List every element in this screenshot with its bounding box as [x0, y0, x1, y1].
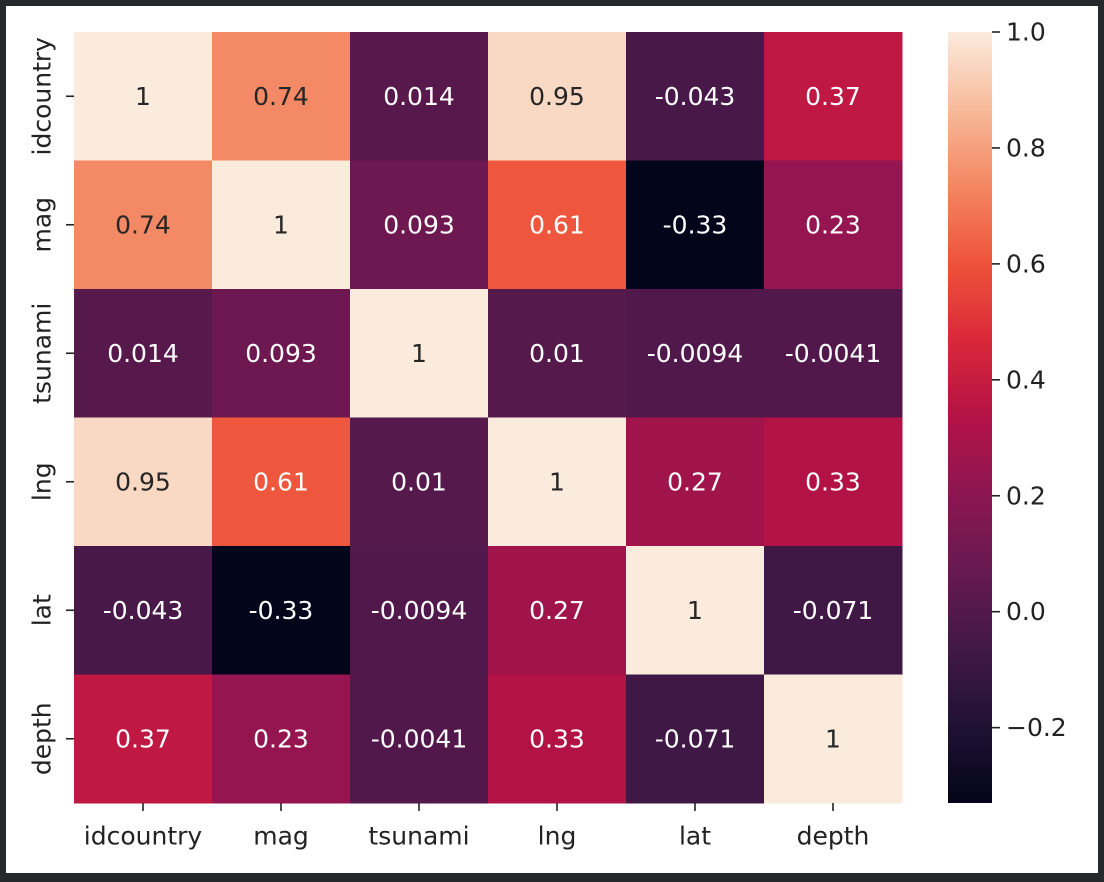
heatmap-cell: [488, 289, 627, 418]
heatmap-cell: [212, 546, 351, 675]
cell-annotation: 0.61: [529, 210, 585, 239]
cell-annotation: 0.37: [805, 82, 861, 111]
colorbar-tick-label: −0.2: [1006, 713, 1067, 742]
heatmap-cell: [74, 674, 213, 804]
cell-annotation: 1: [411, 339, 427, 368]
cell-annotation: 0.014: [107, 339, 179, 368]
heatmap-cell: [488, 160, 627, 290]
x-tick-label: tsunami: [368, 822, 469, 851]
cell-annotation: 0.95: [115, 467, 171, 496]
heatmap-cell: [74, 289, 213, 418]
heatmap-cell: [350, 417, 489, 547]
colorbar-tick-label: 0.6: [1006, 249, 1046, 278]
cell-annotation: -0.0041: [371, 724, 468, 753]
heatmap-cell: [350, 32, 489, 161]
heatmap-cell: [764, 32, 903, 161]
heatmap-cell: [212, 289, 351, 418]
cell-annotation: 1: [825, 724, 841, 753]
heatmap-cell: [350, 546, 489, 675]
heatmap-cell: [764, 417, 903, 547]
heatmap-cell: [212, 674, 351, 804]
cell-annotation: 0.74: [253, 82, 309, 111]
cell-annotation: 1: [273, 210, 289, 239]
x-axis: idcountry mag tsunami lng lat depth: [84, 803, 870, 851]
y-tick-label: depth: [28, 702, 57, 775]
heatmap-cell: [626, 546, 765, 675]
cell-annotation: 1: [687, 596, 703, 625]
cell-annotation: -0.0094: [647, 339, 744, 368]
heatmap-cell: [764, 160, 903, 290]
cell-annotation: 0.093: [245, 339, 317, 368]
cell-annotation: 1: [549, 467, 565, 496]
x-tick-label: depth: [797, 822, 870, 851]
cell-annotation: 0.27: [667, 467, 723, 496]
heatmap-cell: [764, 289, 903, 418]
heatmap-cell: [488, 674, 627, 804]
x-tick-label: lng: [538, 822, 577, 851]
heatmap-cell: [488, 32, 627, 161]
colorbar-tick-label: 0.8: [1006, 133, 1046, 162]
y-tick-label: lat: [28, 594, 57, 626]
heatmap-cell: [626, 674, 765, 804]
cell-annotation: 0.093: [383, 210, 455, 239]
heatmap-cell: [74, 546, 213, 675]
heatmap-cell: [74, 417, 213, 547]
cell-annotation: 0.27: [529, 596, 585, 625]
cell-annotation: 0.01: [391, 467, 447, 496]
heatmap-cells: 1 0.74 0.014 0.95 -0.043 0.37 0.74 1 0.093 0.61 -0…: [74, 32, 903, 804]
cell-annotation: -0.043: [655, 82, 736, 111]
y-axis: idcountry mag tsunami lng lat depth: [28, 37, 74, 775]
cell-annotation: 1: [135, 82, 151, 111]
cell-annotation: 0.74: [115, 210, 171, 239]
heatmap-cell: [626, 289, 765, 418]
cell-annotation: -0.071: [655, 724, 736, 753]
cell-annotation: 0.95: [529, 82, 585, 111]
heatmap-cell: [350, 674, 489, 804]
cell-annotation: -0.043: [103, 596, 184, 625]
cell-annotation: -0.071: [793, 596, 874, 625]
colorbar-tick-label: 0.0: [1006, 597, 1046, 626]
cell-annotation: -0.0094: [371, 596, 468, 625]
cell-annotation: 0.23: [253, 724, 309, 753]
cell-annotation: 0.014: [383, 82, 455, 111]
cell-annotation: 0.01: [529, 339, 585, 368]
heatmap-cell: [488, 546, 627, 675]
y-tick-label: lng: [28, 462, 57, 501]
y-tick-label: mag: [28, 197, 57, 253]
cell-annotation: -0.0041: [785, 339, 882, 368]
figure: 1 0.74 0.014 0.95 -0.043 0.37 0.74 1 0.093 0.61 -0…: [6, 6, 1098, 873]
colorbar-tick-label: 1.0: [1006, 18, 1046, 47]
heatmap-cell: [74, 160, 213, 290]
cell-annotation: 0.33: [805, 467, 861, 496]
colorbar: 1.0 0.8 0.6 0.4 0.2 0.0 −0.2: [948, 18, 1067, 803]
cell-annotation: -0.33: [663, 210, 728, 239]
cell-annotation: 0.37: [115, 724, 171, 753]
colorbar-tick-label: 0.2: [1006, 481, 1046, 510]
cell-annotation: 0.61: [253, 467, 309, 496]
heatmap-cell: [212, 32, 351, 161]
cell-annotation: -0.33: [249, 596, 314, 625]
heatmap-cell: [764, 546, 903, 675]
heatmap-cell: [626, 160, 765, 290]
x-tick-label: mag: [253, 822, 309, 851]
colorbar-gradient: [948, 32, 992, 803]
x-tick-label: idcountry: [84, 822, 203, 851]
cell-annotation: 0.33: [529, 724, 585, 753]
heatmap-cell: [626, 32, 765, 161]
heatmap-cell: [626, 417, 765, 547]
y-tick-label: idcountry: [28, 37, 57, 156]
x-tick-label: lat: [679, 822, 711, 851]
heatmap-cell: [74, 32, 213, 161]
heatmap-cell: [212, 417, 351, 547]
heatmap-chart: 1 0.74 0.014 0.95 -0.043 0.370.74 1 0.093 0.61 -0…: [28, 18, 1067, 851]
heatmap-cell: [350, 160, 489, 290]
heatmap-cell: [212, 160, 351, 290]
heatmap-cell: [764, 674, 903, 804]
cell-annotation: 0.23: [805, 210, 861, 239]
y-tick-label: tsunami: [28, 303, 57, 404]
heatmap-cell: [488, 417, 627, 547]
heatmap-cell: [350, 289, 489, 418]
colorbar-tick-label: 0.4: [1006, 365, 1046, 394]
